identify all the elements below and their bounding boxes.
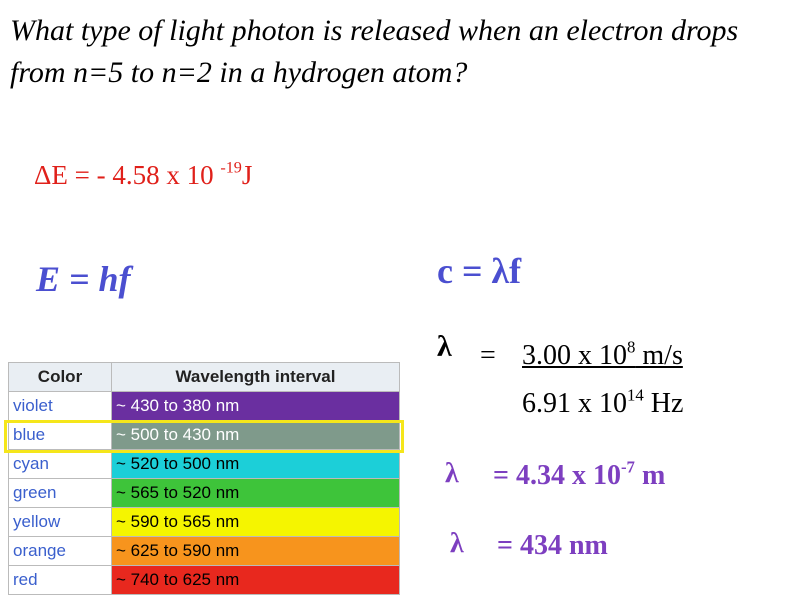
table-row: cyan ~ 520 to 500 nm [8, 449, 400, 479]
highlight [4, 420, 404, 453]
table-row: green ~ 565 to 520 nm [8, 478, 400, 508]
exponent: 14 [627, 385, 644, 405]
lambda: λ [445, 458, 459, 489]
table-row: violet ~ 430 to 380 nm [8, 391, 400, 421]
text: = 4.34 x 10 [493, 460, 621, 491]
formula-energy: E = hf [36, 259, 131, 299]
header-cell: Color [8, 362, 112, 392]
color-name: green [8, 478, 112, 508]
wavelength: ~ 625 to 590 nm [111, 536, 400, 566]
result: = 4.34 x 10-7 m [493, 457, 666, 492]
text: 3.00 x 10 [522, 340, 627, 371]
color-name: blue [8, 420, 112, 450]
color-name: orange [8, 536, 112, 566]
color-name: cyan [8, 449, 112, 479]
text: ΔE = - 4.58 x 10 [34, 160, 221, 190]
wavelength: ~ 430 to 380 nm [111, 391, 400, 421]
lambda: λ [450, 528, 464, 559]
equals: = [480, 340, 496, 371]
wavelength: ~ 740 to 625 nm [111, 565, 400, 595]
text: 6.91 x 10 [522, 388, 627, 419]
header-row: Color Wavelength interval [8, 362, 400, 392]
table-row: red ~ 740 to 625 nm [8, 565, 400, 595]
formula-speed: c = λf [437, 251, 522, 291]
color-table: Color Wavelength interval violet ~ 430 to… [8, 362, 400, 595]
unit: m [634, 460, 666, 491]
header-cell: Wavelength interval [111, 362, 400, 392]
color-name: yellow [8, 507, 112, 537]
wavelength: ~ 590 to 565 nm [111, 507, 400, 537]
exponent: -7 [620, 457, 635, 477]
result: = 434 nm [497, 530, 608, 561]
lambda: λ [437, 330, 452, 363]
table-row: orange ~ 625 to 590 nm [8, 536, 400, 566]
unit: J [241, 160, 253, 190]
wavelength: ~ 565 to 520 nm [111, 478, 400, 508]
table-row: yellow ~ 590 to 565 nm [8, 507, 400, 537]
exponent: 8 [627, 337, 636, 357]
color-name: violet [8, 391, 112, 421]
exponent: -19 [220, 158, 242, 177]
unit: Hz [643, 388, 684, 419]
denominator: 6.91 x 1014 Hz [522, 385, 684, 420]
question: What type of light photon is released wh… [10, 14, 739, 89]
color-name: red [8, 565, 112, 595]
delta-e: ΔE = - 4.58 x 10 -19J [34, 160, 252, 191]
unit: m/s [635, 340, 683, 371]
wavelength: ~ 520 to 500 nm [111, 449, 400, 479]
numerator: 3.00 x 108 m/s [522, 337, 683, 372]
